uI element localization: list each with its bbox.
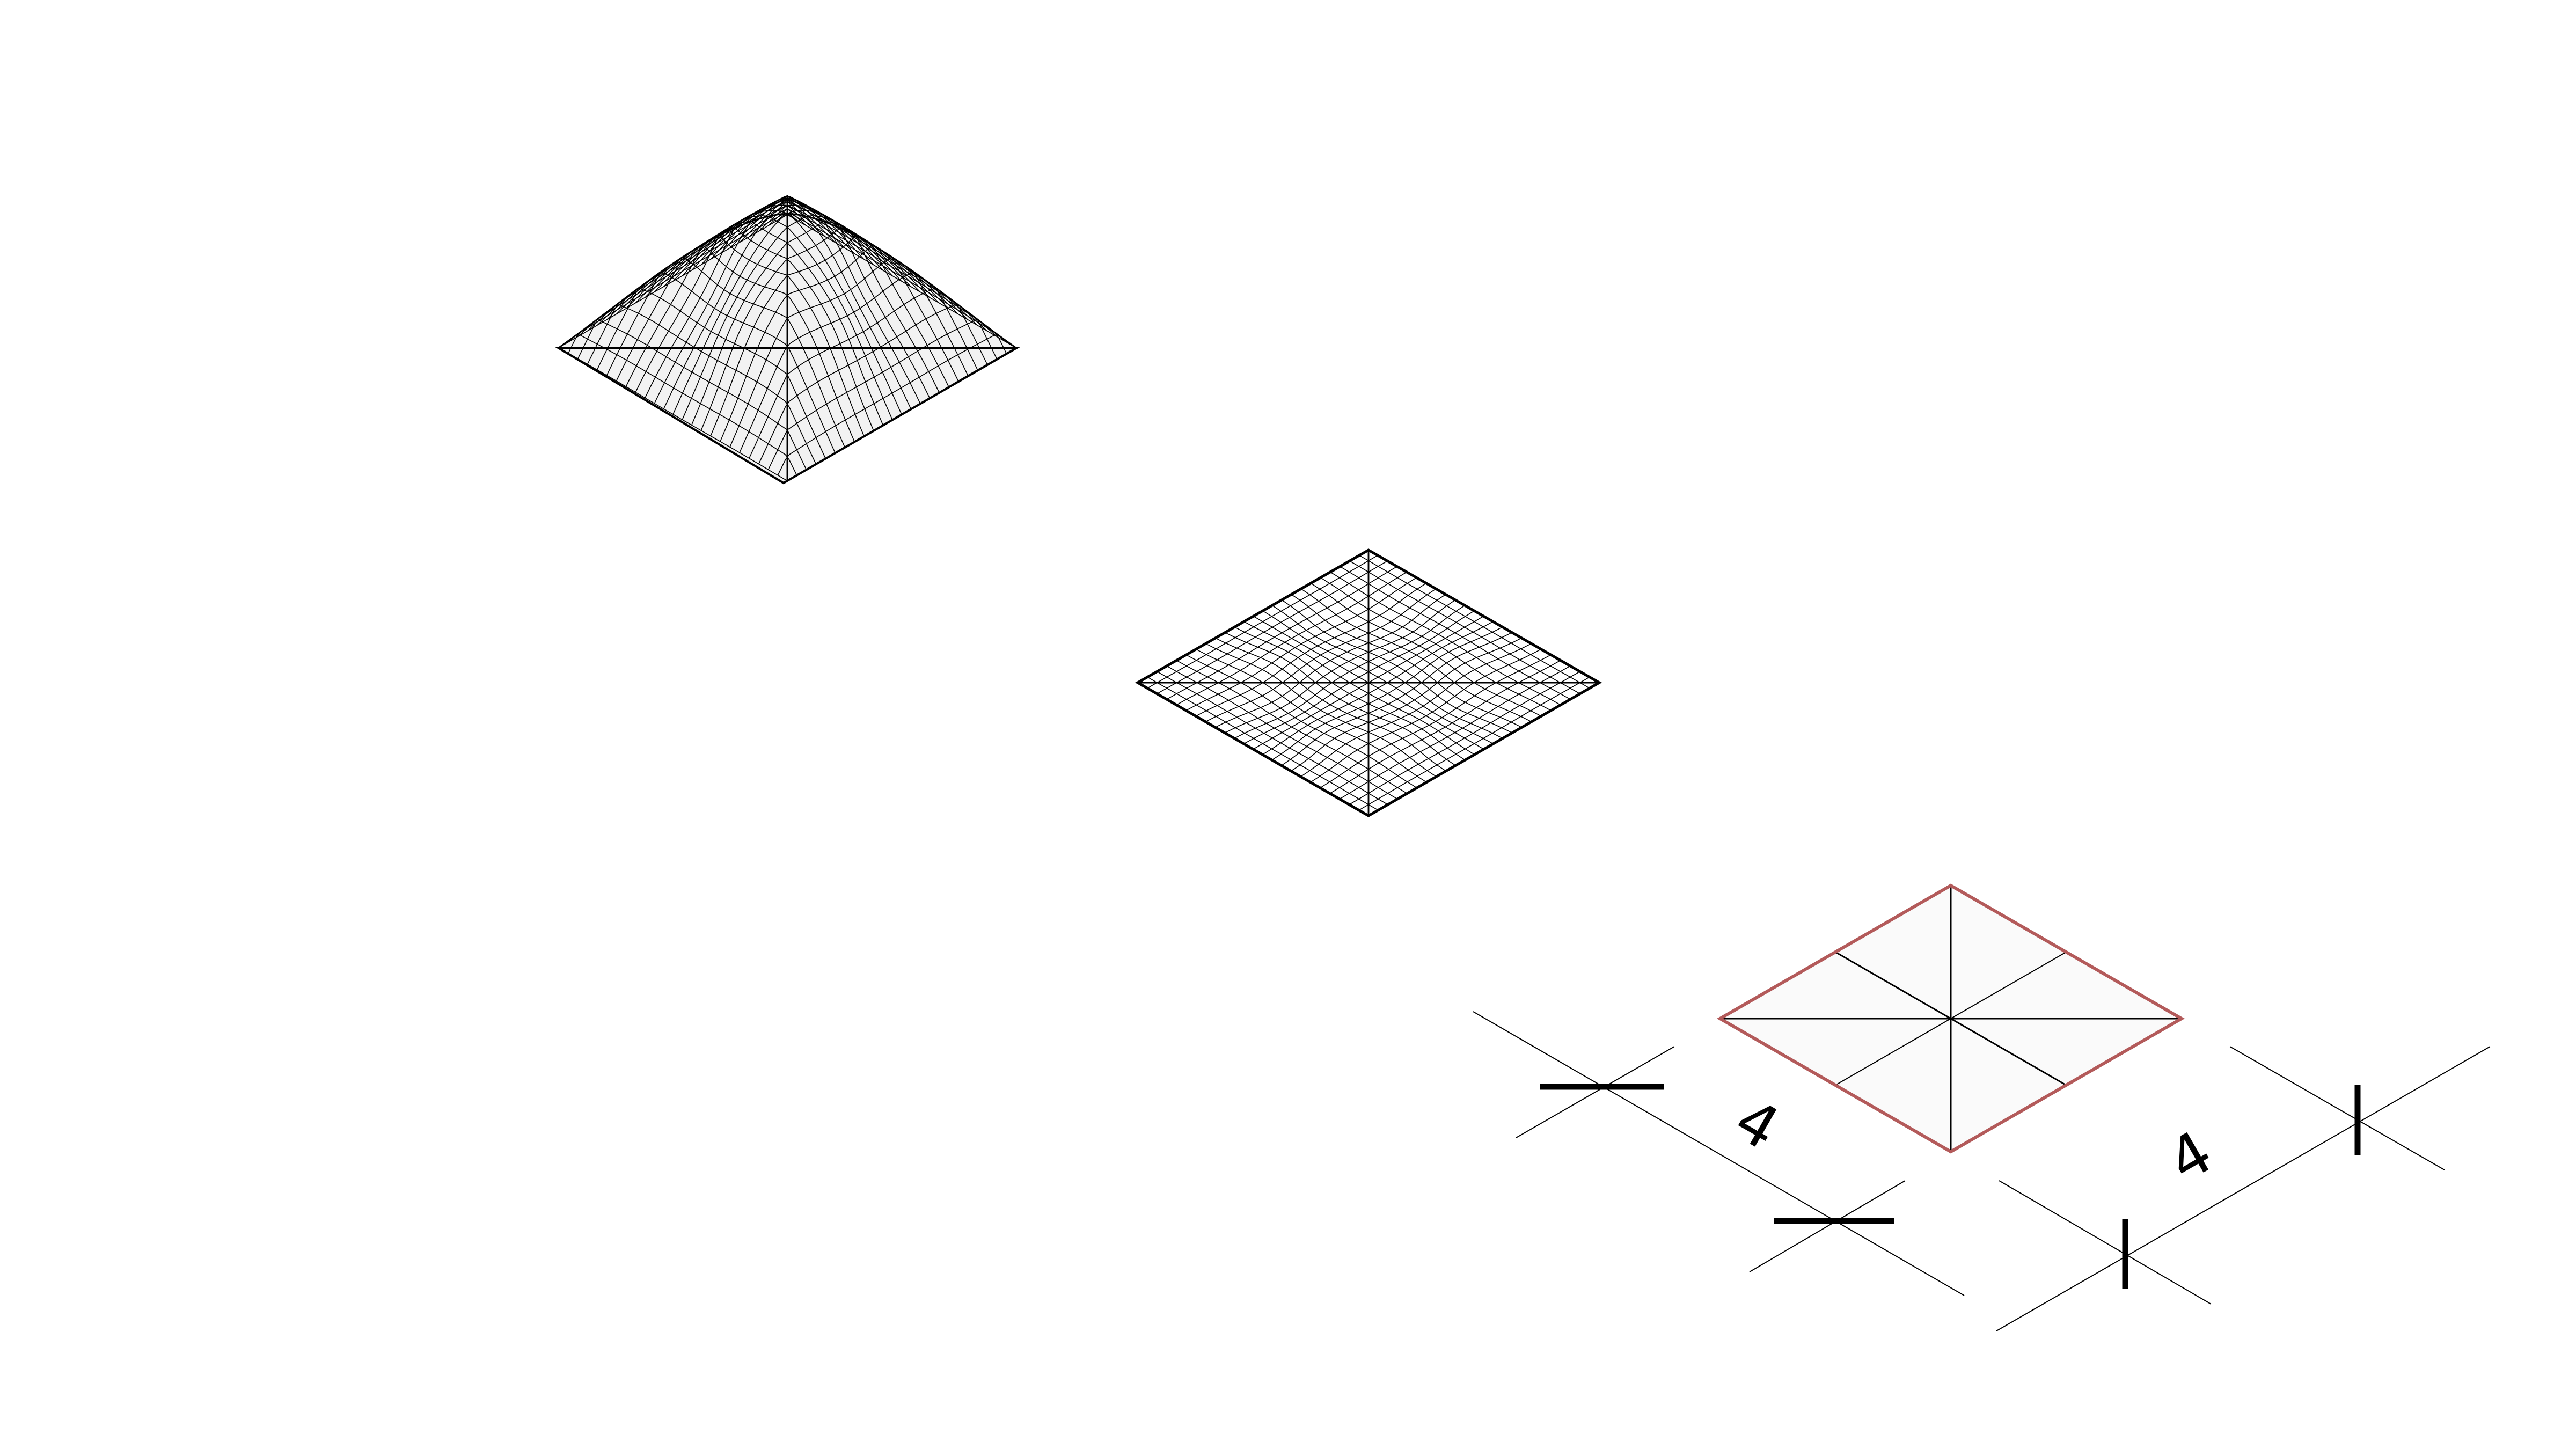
flat-mesh-line [1166, 665, 1398, 800]
dome-mesh-line [758, 206, 988, 365]
flat-mesh-line [1157, 671, 1388, 805]
flat-mesh-line [1349, 560, 1580, 694]
flat-mesh-line [1300, 588, 1532, 722]
dome-mesh-line [645, 228, 874, 431]
dimension-b-extension-1 [1999, 1180, 2212, 1305]
flat-mesh-line [1339, 566, 1571, 700]
flat-mesh-line [1196, 648, 1427, 783]
flat-mesh-line [1281, 599, 1512, 734]
flat-mesh-line [1186, 654, 1417, 788]
dome-base-outline [554, 347, 1021, 485]
dome-mesh-line [663, 215, 893, 420]
flat-mesh-line [1225, 632, 1456, 766]
flat-mesh-line [1358, 554, 1590, 689]
plan-boundary [1716, 883, 2185, 1154]
dome-grid-shell [554, 195, 1021, 485]
dome-mesh-line [616, 256, 845, 448]
dome-mesh-lines [558, 195, 1016, 481]
flat-mesh-line [1271, 605, 1503, 739]
dome-mesh-line [682, 204, 912, 409]
dimension-a-line [1473, 1011, 1965, 1296]
dome-mesh-line [558, 347, 788, 481]
flat-mesh-line [1205, 643, 1437, 777]
dimension-span-b [1996, 1046, 2491, 1331]
dome-mesh-line [767, 208, 998, 359]
dome-mesh-line [587, 304, 817, 464]
flat-mesh-line [1262, 610, 1494, 744]
dome-mesh-line [720, 196, 949, 387]
dome-mesh-line [568, 334, 797, 475]
dimension-span-a [1473, 1011, 1965, 1296]
plan-subdivision-lines [1720, 885, 2182, 1152]
dome-mesh-line [787, 214, 1016, 348]
dimension-a-extension-1 [1516, 1046, 1675, 1138]
flat-mesh-line [1243, 621, 1475, 755]
dimension-b-line [1996, 1046, 2491, 1331]
plan-midline-b [1835, 952, 2067, 1086]
flat-mesh-line [1215, 638, 1446, 772]
flat-mesh-line [1234, 626, 1466, 760]
flat-mesh-outline [1135, 548, 1602, 817]
dimension-b-extension-2 [2229, 1046, 2445, 1170]
flat-mesh-pattern [1135, 548, 1602, 817]
dome-mesh-line [777, 213, 1007, 354]
flat-mesh-line [1291, 594, 1522, 728]
dome-mesh-line [625, 245, 855, 442]
dome-mesh-line [577, 319, 807, 470]
dome-mesh-line [729, 195, 959, 382]
flat-mesh-line [1147, 677, 1379, 811]
dome-mesh-line [654, 221, 884, 426]
dimension-a-extension-2 [1749, 1180, 1906, 1272]
flat-mesh-line [1320, 577, 1551, 711]
flat-mesh-line [1310, 582, 1541, 717]
